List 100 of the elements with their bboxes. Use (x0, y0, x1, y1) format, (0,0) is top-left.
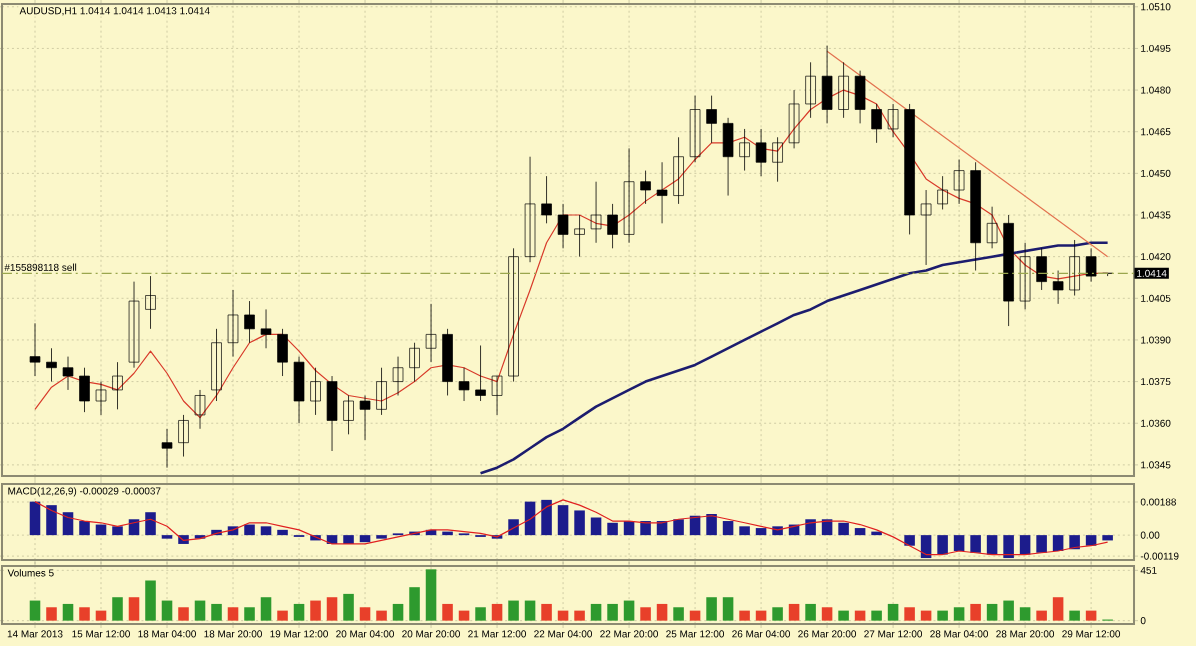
candlestick (821, 45, 833, 124)
bar (293, 603, 305, 621)
bar (788, 603, 800, 621)
bar (62, 512, 74, 536)
bar (706, 513, 717, 536)
candlestick (128, 281, 140, 369)
bar (95, 610, 107, 621)
bar (310, 600, 321, 621)
bar (343, 593, 354, 621)
candlestick (475, 345, 486, 402)
bar (937, 610, 948, 621)
bar (260, 526, 272, 536)
bar (326, 597, 338, 621)
bar (277, 610, 288, 621)
candlestick (541, 175, 552, 224)
candlestick (326, 375, 338, 452)
candlestick (590, 181, 602, 244)
bar (1102, 535, 1113, 541)
bar (1052, 597, 1064, 621)
bar (854, 610, 866, 621)
candlestick (887, 103, 899, 138)
bar (772, 607, 783, 621)
bar (722, 521, 734, 536)
bar (425, 569, 437, 621)
bar (640, 607, 651, 621)
bar (656, 603, 668, 621)
candlestick (574, 214, 585, 258)
candlestick (161, 428, 173, 469)
bar (475, 607, 486, 621)
bar (574, 510, 585, 536)
bar (178, 607, 189, 621)
bar (920, 535, 932, 559)
bar (1069, 610, 1080, 621)
candlestick (194, 389, 206, 430)
bar (574, 610, 585, 621)
bar (557, 505, 569, 536)
bar (640, 521, 651, 536)
candlestick (607, 203, 618, 249)
bar (689, 610, 701, 621)
bar (541, 603, 552, 621)
bar (1052, 535, 1064, 552)
bar (211, 603, 222, 621)
bar (376, 610, 387, 621)
bar (46, 505, 57, 536)
bar (706, 597, 717, 621)
candlestick (788, 89, 800, 149)
bar (359, 607, 371, 621)
bar (805, 519, 816, 536)
candlestick (871, 103, 882, 144)
bar (227, 607, 239, 621)
bar (1036, 610, 1047, 621)
bar (838, 522, 849, 536)
bar (739, 526, 750, 536)
candlestick (392, 356, 404, 396)
bar (79, 607, 90, 621)
bar (673, 519, 684, 536)
bar (871, 610, 882, 621)
bar (508, 519, 519, 536)
bar (277, 529, 288, 536)
bar (755, 610, 767, 621)
bar (970, 603, 981, 621)
candlestick (145, 275, 156, 330)
bar (623, 600, 635, 621)
bar (673, 607, 684, 621)
candlestick (491, 375, 503, 416)
bar (557, 610, 569, 621)
candlestick (854, 70, 866, 124)
bar (491, 603, 503, 621)
candlestick (953, 159, 965, 205)
candlestick (623, 147, 635, 244)
candlestick (524, 156, 536, 263)
bar (821, 607, 833, 621)
candlestick (227, 289, 239, 358)
bar (112, 597, 123, 621)
bar (508, 600, 519, 621)
candlestick (376, 367, 387, 416)
candlestick (260, 309, 272, 349)
candlestick (1069, 239, 1080, 296)
bar (409, 587, 420, 621)
bar (29, 501, 41, 536)
candlestick (755, 128, 767, 177)
candlestick (640, 170, 651, 205)
candlestick (986, 206, 998, 249)
bar (244, 524, 255, 536)
candlestick (937, 175, 948, 210)
bar (970, 535, 981, 553)
bar (887, 603, 899, 621)
bar (590, 517, 602, 536)
bar (953, 607, 965, 621)
bar (194, 600, 206, 621)
candlestick (1036, 247, 1047, 291)
bar (392, 603, 404, 621)
candlestick (277, 328, 288, 377)
bar (260, 597, 272, 621)
candlestick (359, 395, 371, 441)
candlestick (706, 95, 717, 144)
bar (1019, 535, 1031, 555)
candlestick (442, 328, 453, 396)
bar (920, 610, 932, 621)
bar (145, 580, 156, 621)
